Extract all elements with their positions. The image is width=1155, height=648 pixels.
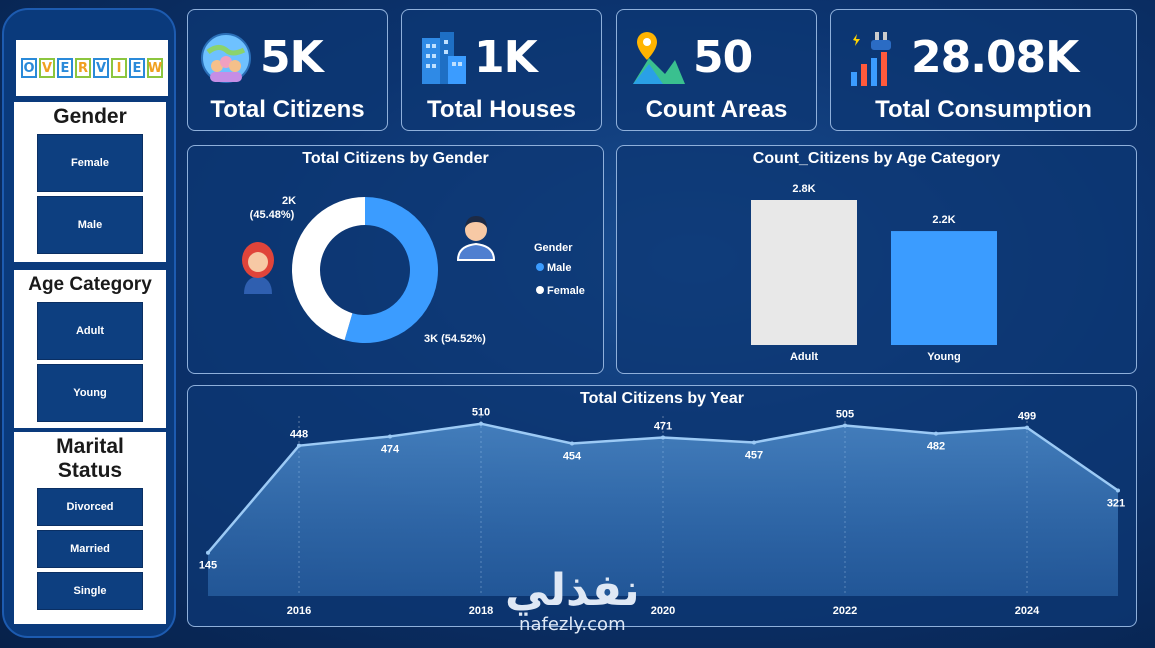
kpi-value: 1K <box>474 32 538 83</box>
area-fill <box>208 423 1118 596</box>
legend-male-marker <box>536 263 544 271</box>
logo-letter: O <box>21 58 37 78</box>
bar-category-label: Young <box>927 351 960 363</box>
slicer-item-young[interactable]: Young <box>37 364 143 422</box>
point-data-label: 474 <box>381 443 400 455</box>
gender-chart-title: Total Citizens by Gender <box>302 150 489 167</box>
female-slice-label-pct: (45.48%) <box>250 209 295 221</box>
kpi-card-count-areas: 50 Count Areas <box>616 9 817 131</box>
x-tick-label: 2024 <box>1015 605 1040 617</box>
point-data-label: 510 <box>472 407 490 419</box>
bar-young[interactable] <box>891 231 997 345</box>
slicer-item-married[interactable]: Married <box>37 530 143 568</box>
map-pin-icon <box>633 32 685 84</box>
gender-slicer-title: Gender <box>53 105 127 128</box>
kpi-label: Total Citizens <box>210 96 365 123</box>
nafezly-watermark: نفذلي nafezly.com <box>505 568 640 636</box>
point-data-label: 457 <box>745 449 763 461</box>
data-point[interactable] <box>570 441 574 446</box>
bar-category-label: Adult <box>790 351 818 363</box>
data-point[interactable] <box>388 434 392 439</box>
slicer-item-adult[interactable]: Adult <box>37 302 143 360</box>
legend-female-marker <box>536 286 544 294</box>
year-area-chart: 145 448 474 510 454 471 457 505 482 499 321 2016 201… <box>199 407 1125 617</box>
data-point[interactable] <box>206 550 210 555</box>
x-tick-label: 2022 <box>833 605 857 617</box>
point-data-label: 505 <box>836 408 854 420</box>
kpi-card-total-consumption: 28.08K Total Consumption <box>830 9 1137 131</box>
point-data-label: 471 <box>654 421 672 433</box>
year-chart-title: Total Citizens by Year <box>580 390 744 407</box>
male-slice-label: 3K (54.52%) <box>424 333 486 345</box>
slicer-item-female[interactable]: Female <box>37 134 143 192</box>
female-avatar-icon <box>242 242 274 294</box>
gender-legend-title: Gender <box>534 242 573 254</box>
year-area-panel: Total Citizens by Year 145 448 474 510 454 47… <box>187 385 1137 627</box>
x-tick-label: 2016 <box>287 605 311 617</box>
buildings-icon <box>422 32 466 84</box>
legend-male-label: Male <box>547 262 571 274</box>
data-point[interactable] <box>1025 425 1029 430</box>
data-point[interactable] <box>661 435 665 440</box>
data-point[interactable] <box>1116 488 1120 493</box>
kpi-value: 50 <box>693 32 753 83</box>
logo-letter: E <box>57 58 73 78</box>
age-slicer-title: Age Category <box>28 274 152 295</box>
data-point[interactable] <box>752 440 756 445</box>
marital-slicer-title-line2: Status <box>57 459 123 482</box>
gender-slicer: Gender Female Male <box>14 102 166 262</box>
bar-data-label: 2.8K <box>792 183 815 195</box>
kpi-label: Total Houses <box>427 96 576 123</box>
kpi-card-total-citizens: 5K Total Citizens <box>187 9 388 131</box>
data-point[interactable] <box>934 431 938 436</box>
point-data-label: 448 <box>290 429 308 441</box>
logo-letter: W <box>147 58 163 78</box>
bar-data-label: 2.2K <box>932 214 955 226</box>
data-point[interactable] <box>843 423 847 428</box>
marital-slicer: Marital Status Divorced Married Single <box>14 432 166 624</box>
age-bar-chart: 2.8K Adult 2.2K Young <box>751 183 997 363</box>
kpi-label: Count Areas <box>645 96 788 123</box>
watermark-arabic: نفذلي <box>505 565 640 616</box>
donut-slice-female[interactable] <box>292 196 365 341</box>
kpi-card-total-houses: 1K Total Houses <box>401 9 602 131</box>
globe-people-icon <box>201 33 251 83</box>
data-point[interactable] <box>479 421 483 426</box>
slicer-item-divorced[interactable]: Divorced <box>37 488 143 526</box>
logo-letter: I <box>111 58 127 78</box>
slicer-item-single[interactable]: Single <box>37 572 143 610</box>
bar-adult[interactable] <box>751 200 857 345</box>
x-tick-label: 2020 <box>651 605 675 617</box>
point-data-label: 499 <box>1018 411 1036 423</box>
point-data-label: 454 <box>563 451 582 463</box>
marital-slicer-title-line1: Marital <box>56 435 124 458</box>
age-chart-title: Count_Citizens by Age Category <box>752 150 1001 167</box>
point-data-label: 321 <box>1107 498 1125 510</box>
logo-letter: R <box>75 58 91 78</box>
gender-donut-chart: 2K (45.48%) 3K (54.52%) Gender Male Fema… <box>242 195 585 345</box>
data-point[interactable] <box>297 443 301 448</box>
gender-donut-panel: Total Citizens by Gender 2K (45.48%) 3K … <box>187 145 604 374</box>
point-data-label: 145 <box>199 560 217 572</box>
donut-slice-male[interactable] <box>344 197 438 343</box>
x-tick-label: 2018 <box>469 605 493 617</box>
watermark-latin: nafezly.com <box>519 614 626 635</box>
energy-plug-icon <box>851 32 891 86</box>
kpi-value: 5K <box>260 32 324 83</box>
kpi-label: Total Consumption <box>875 96 1092 123</box>
female-slice-label-value: 2K <box>282 195 296 207</box>
age-bar-panel: Count_Citizens by Age Category 2.8K Adult… <box>616 145 1137 374</box>
logo-letter: V <box>93 58 109 78</box>
kpi-value: 28.08K <box>911 32 1079 83</box>
male-avatar-icon <box>456 216 496 261</box>
age-slicer: Age Category Adult Young <box>14 270 166 428</box>
logo-letter: V <box>39 58 55 78</box>
logo-letter: E <box>129 58 145 78</box>
legend-female-label: Female <box>547 285 585 297</box>
slicer-item-male[interactable]: Male <box>37 196 143 254</box>
point-data-label: 482 <box>927 441 945 453</box>
